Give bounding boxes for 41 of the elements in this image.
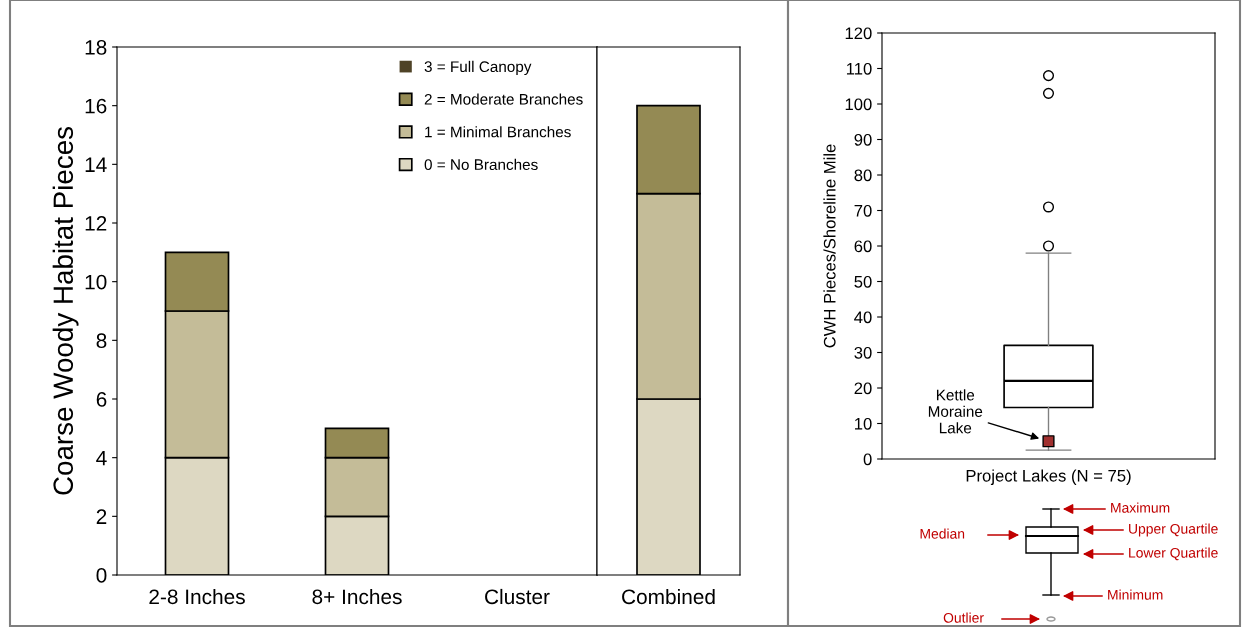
y-tick-label: 0 [96, 568, 107, 583]
y-tick-label: 8 [96, 333, 107, 349]
x-tick-label: 2-8 Inches [149, 588, 245, 605]
text: Maximum [1111, 502, 1170, 513]
text: Lower Quartile [1129, 547, 1218, 561]
y-tick-label: 12 [85, 216, 107, 231]
y-tick-label: 14 [85, 157, 107, 172]
legend-label: 0 = No Branches [424, 158, 538, 171]
y-tick-label: 6 [96, 392, 107, 407]
y-tick-label: 10 [855, 417, 872, 430]
y-tick-label: 70 [854, 204, 872, 217]
y-tick-label: 18 [85, 40, 107, 55]
y-tick-label: 2 [96, 509, 107, 524]
x-tick-label: Combined [622, 588, 715, 605]
x-tick-label: 8+ Inches [312, 588, 402, 605]
y-tick-label: 120 [845, 27, 872, 40]
legend-label: 1 = Minimal Branches [425, 126, 571, 138]
legend-label: 2 = Moderate Branches [424, 93, 583, 105]
y-tick-label: 80 [854, 169, 872, 182]
y-tick-label: 100 [845, 98, 872, 111]
y-axis-title: Coarse Woody Habitat Pieces [52, 126, 79, 495]
y-tick-label: 60 [854, 240, 872, 253]
y-tick-label: 0 [863, 453, 872, 466]
annotation: Kettle Moraine Lake [928, 389, 983, 434]
text: Median [920, 528, 965, 539]
x-tick-label: Cluster [485, 588, 550, 605]
y-tick-label: 30 [854, 346, 872, 359]
y-axis-title: CWH Pieces/Shoreline Mile [823, 144, 836, 348]
y-tick-label: 110 [846, 62, 872, 75]
y-tick-label: 4 [96, 450, 107, 466]
y-tick-label: 10 [85, 274, 107, 290]
y-tick-label: 50 [854, 275, 872, 288]
text: Upper Quartile [1129, 523, 1218, 537]
y-tick-label: 90 [854, 133, 872, 146]
text: Minimum [1108, 589, 1163, 600]
y-tick-label: 40 [854, 311, 872, 324]
y-tick-label: 20 [854, 382, 872, 395]
legend-label: 3 = Full Canopy [424, 60, 532, 76]
text: Outlier [943, 612, 984, 623]
x-axis-title: Project Lakes (N = 75) [966, 469, 1131, 485]
y-tick-label: 16 [85, 98, 107, 114]
